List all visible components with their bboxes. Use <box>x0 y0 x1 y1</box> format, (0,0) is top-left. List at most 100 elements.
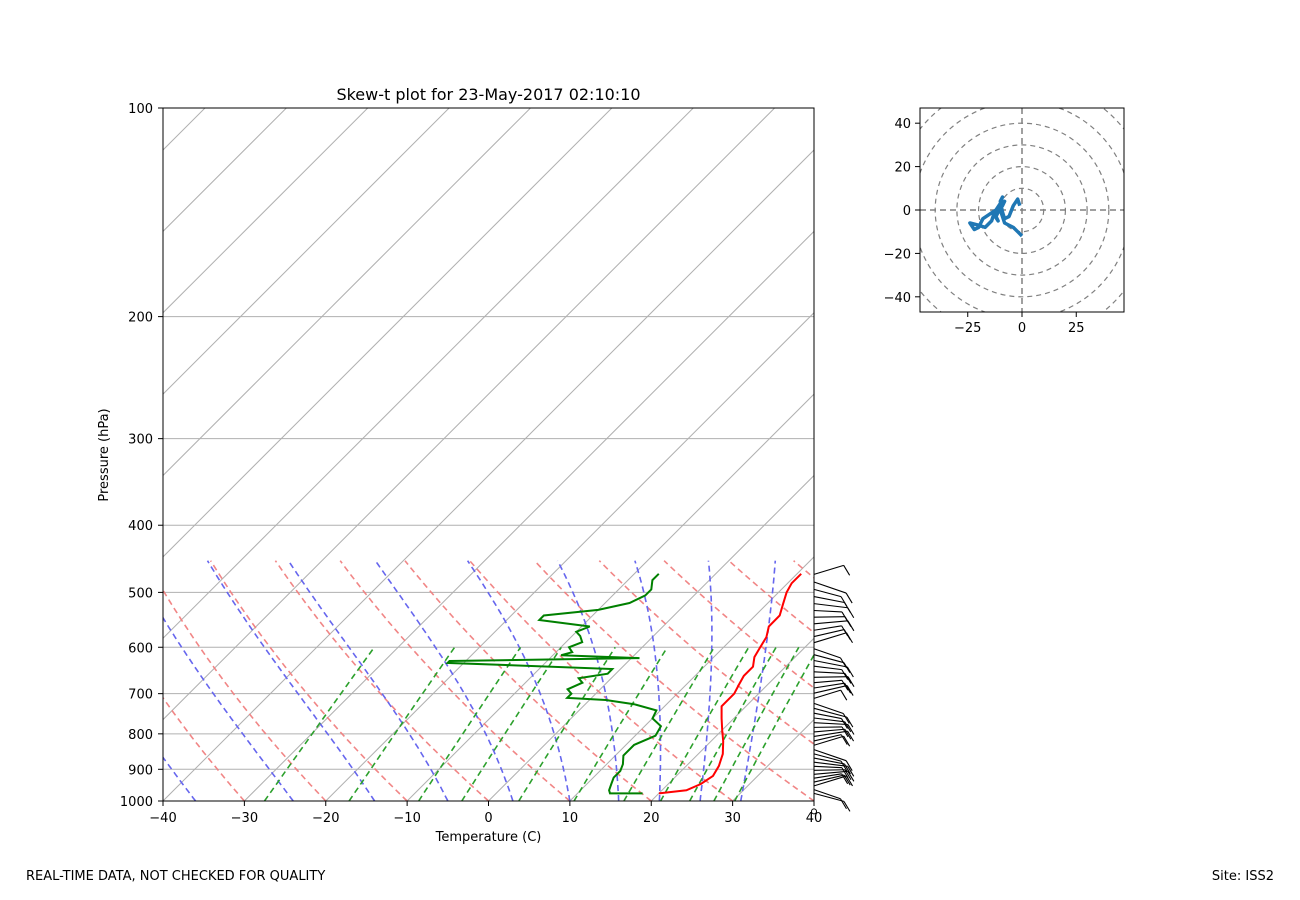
wind-barb-staff <box>813 685 848 694</box>
wind-barb-staff <box>813 769 846 771</box>
wind-barb-staff <box>813 629 845 638</box>
dry-adiabat <box>163 696 245 801</box>
isotherm-line <box>163 108 531 477</box>
wind-barb-flag <box>840 760 848 772</box>
wind-barb-flag <box>847 766 855 777</box>
wind-barb-flag <box>842 713 850 724</box>
wind-barb-staff <box>813 761 848 767</box>
y-tick-label-400: 400 <box>128 519 153 534</box>
wind-barb-flag <box>840 734 848 745</box>
wind-barb-staff <box>813 625 842 631</box>
isotherm-line <box>163 108 287 233</box>
y-tick-label-300: 300 <box>128 433 153 448</box>
wind-barb-staff <box>813 792 845 802</box>
wind-barbs <box>811 564 855 815</box>
mixing-ratio-line <box>623 646 715 801</box>
mixing-ratio-line <box>461 646 562 801</box>
y-tick-label-200: 200 <box>128 311 153 326</box>
wind-barb-flag <box>843 565 851 576</box>
isotherm-line <box>163 108 694 639</box>
isotherm-line <box>569 556 814 801</box>
x-tick-label--20: −20 <box>312 811 339 826</box>
wind-barb-staff <box>813 770 848 775</box>
quality-disclaimer: REAL-TIME DATA, NOT CHECKED FOR QUALITY <box>26 869 326 884</box>
isotherm-lines <box>163 108 814 801</box>
x-tick-label--10: −10 <box>393 811 420 826</box>
wind-barb-flag <box>846 666 854 678</box>
wind-barb-flag <box>841 611 849 623</box>
wind-barb-flag <box>846 685 854 696</box>
wind-barb-staff <box>813 717 845 723</box>
isobar-gridlines <box>163 108 814 801</box>
wind-barb-staff <box>813 773 842 779</box>
isotherm-line <box>163 108 369 314</box>
mixing-ratio-line <box>573 646 668 801</box>
wind-barb-staff <box>813 722 848 726</box>
wind-barb-staff <box>813 603 848 609</box>
wind-barb-flag <box>843 801 851 812</box>
wind-barb-staff <box>813 774 845 783</box>
moist-adiabat <box>374 560 514 801</box>
wind-barb-staff <box>813 765 842 769</box>
wind-barb-staff <box>813 775 847 787</box>
wind-barb-flag <box>843 774 851 786</box>
x-tick-label-20: 20 <box>643 811 660 826</box>
y-tick-label-900: 900 <box>128 763 153 778</box>
isotherm-line <box>813 800 814 801</box>
moist-adiabat <box>466 560 571 801</box>
hodograph-chart: −25 0 25 40 20 0 −20 −40 <box>884 107 1125 336</box>
dry-adiabat <box>598 560 814 746</box>
wind-barb-flag <box>840 798 847 810</box>
hodograph-plot <box>920 108 1124 312</box>
wind-barb-staff <box>813 789 841 800</box>
calm-wind-circle <box>811 808 817 815</box>
isotherm-line <box>244 230 814 801</box>
moist-adiabat <box>556 560 620 801</box>
hodo-y-label-0: 0 <box>903 204 911 219</box>
sounding-series <box>445 573 802 795</box>
wind-barb-flag <box>840 689 848 701</box>
mixing-ratio-line <box>348 646 456 801</box>
wind-barb-flag <box>841 679 849 691</box>
dry-adiabat <box>923 561 1300 801</box>
dry-adiabat <box>663 560 814 689</box>
dry-adiabat <box>163 588 327 801</box>
wind-barb-staff <box>813 689 841 699</box>
hodo-y-label--20: −20 <box>884 247 911 262</box>
isotherm-line <box>325 312 814 801</box>
wind-barb-flag <box>844 769 852 781</box>
wind-barb-staff <box>813 654 845 664</box>
wind-barb-flag <box>844 721 852 733</box>
hodograph-ring <box>956 144 1088 276</box>
wind-barb-staff <box>813 581 847 594</box>
wind-barb-staff <box>813 659 848 668</box>
wind-barb-flag <box>847 771 855 782</box>
moist-adiabat <box>634 560 662 801</box>
isotherm-line <box>406 393 814 801</box>
wind-barb-staff <box>813 596 845 604</box>
wind-barb-flag <box>841 625 849 637</box>
y-tick-label-700: 700 <box>128 688 153 703</box>
wind-barb-staff <box>813 753 842 762</box>
hodo-y-label-40: 40 <box>894 117 911 132</box>
x-tick-label--40: −40 <box>149 811 176 826</box>
dry-adiabat <box>469 560 734 801</box>
wind-barb-staff <box>813 712 842 720</box>
wind-barb-flag <box>845 760 853 771</box>
wind-barb-staff <box>813 632 847 644</box>
mixing-ratio-line <box>418 646 522 801</box>
wind-barb-flag <box>844 728 852 740</box>
wind-barb-flag <box>843 735 851 747</box>
wind-barb-staff <box>813 616 846 618</box>
wind-barb-flag <box>847 676 855 687</box>
mixing-ratio-line <box>263 646 375 801</box>
wind-barb-flag <box>845 592 853 604</box>
wind-barb-staff <box>813 679 842 684</box>
isotherm-line <box>488 474 814 801</box>
wind-barb-staff <box>813 735 844 746</box>
wind-barb-staff <box>813 671 845 674</box>
hodo-x-label-0: 0 <box>1018 321 1026 336</box>
x-tick-label-30: 30 <box>724 811 741 826</box>
